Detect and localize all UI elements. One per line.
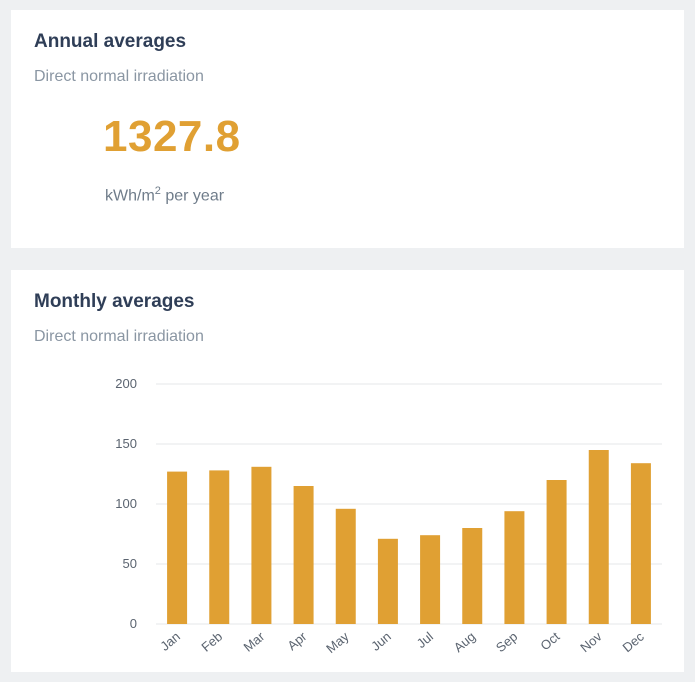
x-tick-label: Oct [537, 629, 562, 654]
x-tick-label: May [323, 628, 352, 656]
bar-aug[interactable] [462, 528, 483, 624]
annual-unit: kWh/m2 per year [105, 185, 224, 205]
bar-nov[interactable] [588, 450, 609, 624]
monthly-title: Monthly averages [34, 291, 195, 312]
y-tick-label: 150 [115, 436, 137, 451]
x-tick-label: Aug [451, 629, 478, 655]
y-tick-label: 0 [130, 616, 137, 631]
bar-oct[interactable] [546, 480, 567, 624]
y-tick-label: 100 [115, 496, 137, 511]
x-tick-label: Nov [577, 628, 605, 655]
x-tick-label: Mar [241, 628, 268, 654]
unit-rest: per year [160, 187, 225, 205]
annual-subtitle: Direct normal irradiation [34, 68, 204, 85]
bar-jun[interactable] [377, 538, 398, 624]
bar-apr[interactable] [293, 486, 314, 624]
monthly-subtitle: Direct normal irradiation [34, 328, 204, 345]
annual-title: Annual averages [34, 31, 187, 52]
bar-jul[interactable] [420, 535, 441, 624]
bar-jan[interactable] [167, 471, 188, 624]
bar-sep[interactable] [504, 511, 525, 624]
annual-value: 1327.8 [103, 112, 241, 161]
y-tick-label: 50 [123, 556, 137, 571]
monthly-averages-card: Monthly averages Direct normal irradiati… [11, 270, 684, 672]
unit-main: kWh/m [105, 187, 155, 205]
x-tick-label: Dec [619, 628, 647, 655]
bar-may[interactable] [335, 508, 356, 624]
bar-feb[interactable] [209, 470, 230, 624]
monthly-bar-chart: 0 50 100 150 200 Jan Feb Mar Apr May Jun Jul Aug Sep O… [115, 376, 662, 656]
annual-averages-card: Annual averages Direct normal irradiatio… [11, 10, 684, 248]
bar-dec[interactable] [630, 463, 651, 624]
x-tick-label: Jan [157, 629, 183, 654]
x-tick-label: Apr [284, 628, 310, 653]
unit-superscript: 2 [154, 185, 161, 197]
bar-mar[interactable] [251, 466, 272, 624]
x-tick-label: Feb [198, 629, 225, 655]
x-tick-label: Jul [414, 629, 436, 651]
y-tick-label: 200 [115, 376, 137, 391]
x-tick-label: Sep [493, 629, 520, 655]
x-tick-label: Jun [368, 629, 394, 654]
